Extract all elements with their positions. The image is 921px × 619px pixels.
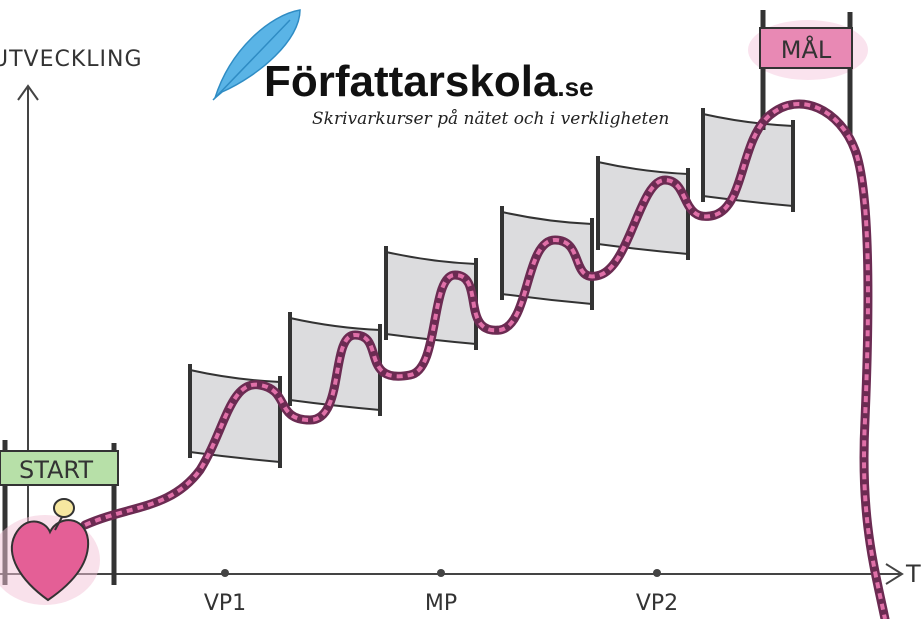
start-label: START [19, 456, 93, 484]
runner-neck [54, 516, 63, 531]
runner-head [53, 498, 75, 518]
x-axis-arrow [885, 563, 904, 585]
milestone-dot [653, 569, 661, 577]
logo: Författarskola.se Skrivarkurser på nätet… [212, 9, 669, 129]
start-banner [0, 450, 119, 486]
milestone-dot [221, 569, 229, 577]
y-axis-label: UTVECKLING [0, 47, 143, 72]
milestone-label: MP [425, 591, 457, 616]
logo-tagline: Skrivarkurser på nätet och i verklighete… [312, 109, 669, 129]
logo-suffix: .se [557, 72, 593, 102]
milestones: VP1 MP VP2 [204, 569, 678, 616]
milestone-label: VP1 [204, 591, 246, 616]
milestone-dot [437, 569, 445, 577]
y-axis-arrow [17, 84, 39, 101]
logo-name-text: Författarskola [264, 57, 558, 106]
milestone-label: VP2 [636, 591, 678, 616]
goal-gate: MÅL [748, 10, 868, 140]
feather-spine [212, 19, 291, 101]
x-axis-label: T [905, 560, 921, 588]
logo-name: Författarskola.se [264, 57, 594, 106]
runner [0, 498, 100, 605]
rope-pattern [84, 102, 887, 619]
heart [10, 519, 90, 602]
goal-banner [759, 27, 853, 69]
goal-label: MÅL [781, 35, 832, 64]
